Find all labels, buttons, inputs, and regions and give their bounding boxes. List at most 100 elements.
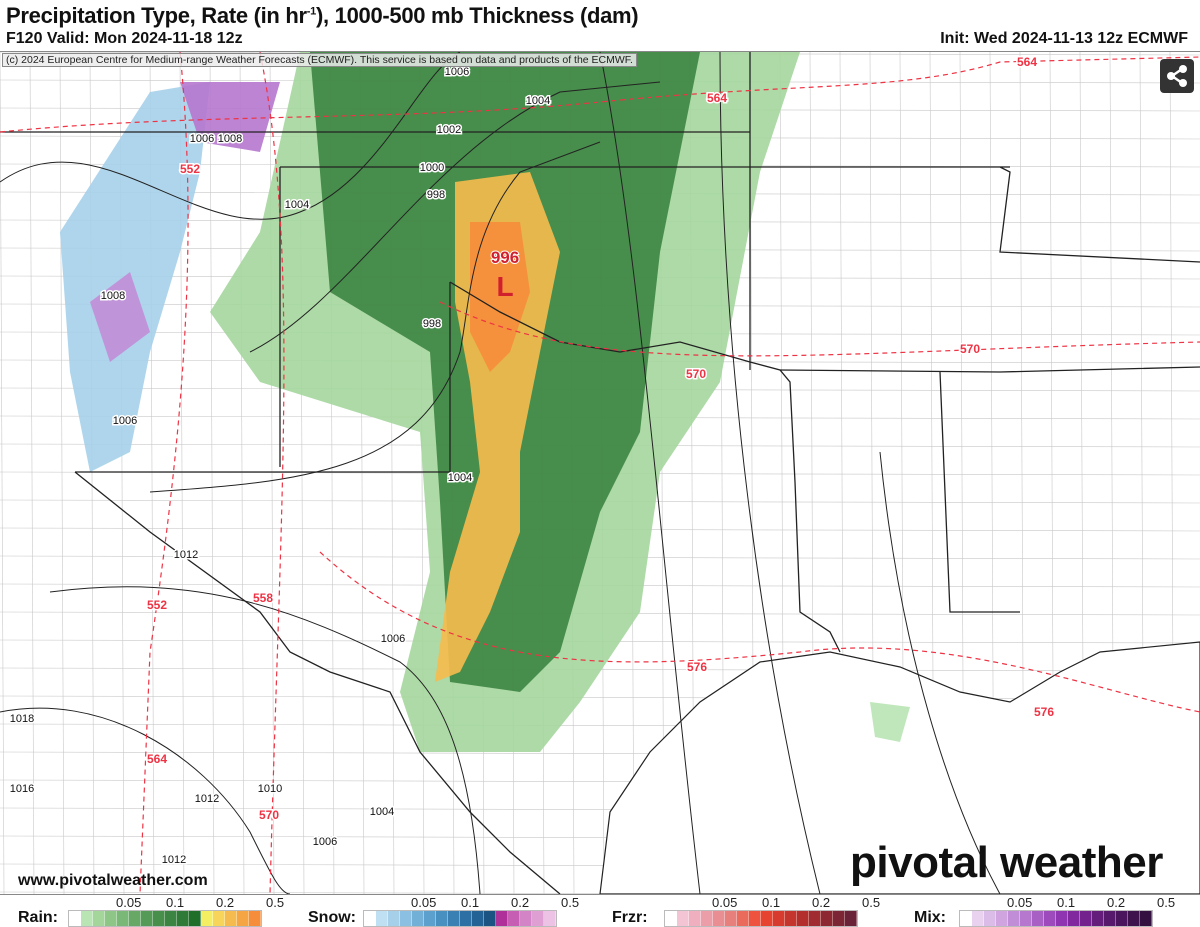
legend-swatch	[821, 911, 833, 926]
legend-swatch	[153, 911, 165, 926]
init-time: Init: Wed 2024-11-13 12z ECMWF	[940, 30, 1188, 47]
legend-swatch	[1104, 911, 1116, 926]
isobar-label: 1006	[381, 633, 405, 645]
isobar-label: 1004	[285, 199, 309, 211]
thickness-line	[0, 56, 1200, 133]
mix-area-north	[180, 82, 280, 152]
thickness-line	[439, 301, 1200, 357]
legend-swatch	[845, 911, 857, 926]
snow-area	[60, 82, 210, 472]
isobar-label: 1018	[10, 713, 34, 725]
map-canvas: 1006 1004 1002 1000 998 1004 1006 1008 1008 998 10…	[0, 52, 1200, 894]
legend-swatch	[165, 911, 177, 926]
legend-tick: 0.2	[1107, 895, 1126, 910]
legend-swatch	[725, 911, 737, 926]
thickness-line	[259, 52, 285, 894]
isobar-label: 1006	[313, 836, 337, 848]
legend-tick: 0.1	[461, 895, 480, 910]
legend-swatch	[1020, 911, 1032, 926]
legend-tick: 0.5	[862, 895, 881, 910]
isobar-label: 1010	[258, 783, 282, 795]
legend-swatch	[984, 911, 996, 926]
isobar-label: 1006	[190, 133, 214, 145]
legend-rain: Rain: 0.05 0.1 0.2 0.5	[18, 893, 308, 927]
legend-swatch	[1140, 911, 1152, 926]
thickness-label: 564	[147, 752, 167, 766]
website-link[interactable]: www.pivotalweather.com	[18, 872, 208, 889]
state-borders-east	[749, 52, 1200, 613]
legend-swatch	[773, 911, 785, 926]
isobar-label: 1002	[437, 124, 461, 136]
legend-label: Frzr:	[612, 909, 648, 926]
legend-label: Mix:	[914, 909, 946, 926]
rain-gulf-area	[870, 702, 910, 742]
isobar-label: 1006	[113, 415, 137, 427]
legend-swatch	[189, 911, 201, 926]
isobar-label: 1000	[420, 162, 444, 174]
isobar-label: 1008	[218, 133, 242, 145]
legend-swatch	[177, 911, 189, 926]
legend-swatch	[508, 911, 520, 926]
isobar-label: 1004	[370, 806, 394, 818]
legend-swatch	[520, 911, 532, 926]
legend-swatch	[496, 911, 508, 926]
legend-swatch	[472, 911, 484, 926]
isobar-label: 998	[427, 189, 445, 201]
isobar-label: 1012	[195, 793, 219, 805]
legend-swatch	[436, 911, 448, 926]
legend-swatch	[484, 911, 496, 926]
legend-swatch	[225, 911, 237, 926]
legend-swatch	[237, 911, 249, 926]
legend-swatch	[1116, 911, 1128, 926]
isobar-line	[249, 81, 661, 353]
legend-swatch	[665, 911, 677, 926]
legend-swatch	[713, 911, 725, 926]
legend-swatch	[117, 911, 129, 926]
state-borders-west	[0, 131, 841, 653]
isobar-label: 1012	[162, 854, 186, 866]
low-pressure-symbol: L	[496, 271, 513, 302]
legend-swatch	[1092, 911, 1104, 926]
isobar-line	[49, 586, 481, 894]
thickness-label: 558	[253, 591, 273, 605]
rain-very-heavy-area	[470, 222, 530, 372]
legend-color-bar	[959, 910, 1153, 927]
legend-label: Rain:	[18, 909, 58, 926]
legend-swatch	[1128, 911, 1140, 926]
legend-swatch	[376, 911, 388, 926]
legend-tick: 0.2	[812, 895, 831, 910]
legend-swatch	[1068, 911, 1080, 926]
legend-swatch	[701, 911, 713, 926]
thickness-line	[319, 551, 1200, 713]
isobar-label: 1006	[445, 66, 469, 78]
gulf-of-mexico	[599, 641, 1200, 894]
legend-swatch	[388, 911, 400, 926]
share-button[interactable]	[1160, 59, 1194, 93]
title-text: Precipitation Type, Rate (in hr	[6, 3, 307, 28]
mix-area-west	[90, 272, 150, 362]
weather-map[interactable]: 1006 1004 1002 1000 998 1004 1006 1008 1008 998 10…	[0, 51, 1200, 895]
pivotal-weather-logo: pivotal weather	[850, 838, 1163, 887]
legend-mix: Mix: 0.05 0.1 0.2 0.5	[914, 893, 1200, 927]
legend-snow: Snow: 0.05 0.1 0.2 0.5	[308, 893, 598, 927]
legend-frzr: Frzr: 0.05 0.1 0.2 0.5	[612, 893, 902, 927]
legend-tick: 0.05	[1007, 895, 1033, 910]
thickness-label: 570	[686, 367, 706, 381]
thickness-label: 570	[960, 342, 980, 356]
legend-swatch	[677, 911, 689, 926]
legend-swatch	[1008, 911, 1020, 926]
isobar-label: 1004	[448, 472, 472, 484]
legend-color-bar	[68, 910, 262, 927]
legend-tick: 0.2	[216, 895, 235, 910]
share-icon	[1167, 65, 1187, 87]
thickness-label: 570	[259, 808, 279, 822]
legend-swatch	[689, 911, 701, 926]
legend-swatch	[412, 911, 424, 926]
legend-tick: 0.5	[561, 895, 580, 910]
legend-tick: 0.05	[411, 895, 437, 910]
legend-swatch	[213, 911, 225, 926]
map-title: Precipitation Type, Rate (in hr-1), 1000…	[6, 3, 639, 29]
legend-swatch	[69, 911, 81, 926]
legend-swatch	[105, 911, 117, 926]
legend-swatch	[129, 911, 141, 926]
